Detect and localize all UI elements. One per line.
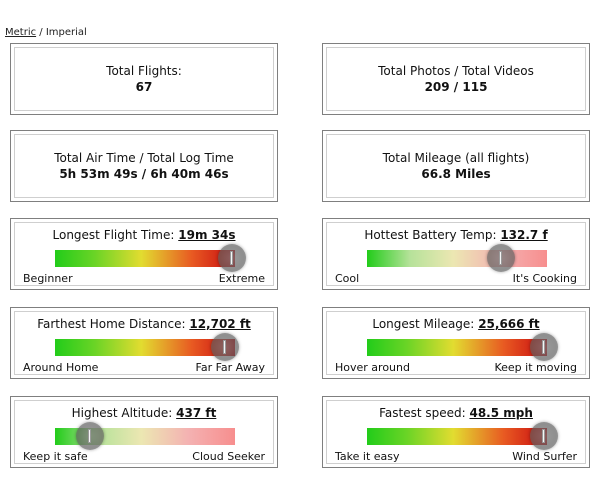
battery-temp-value: 132.7 f (500, 228, 548, 242)
home-distance-low-label: Around Home (23, 361, 99, 374)
longest-flight-high-label: Extreme (218, 272, 265, 285)
imperial-label: Imperial (45, 27, 87, 38)
longest-mileage-slider-handle[interactable] (530, 333, 559, 361)
longest-flight-gauge: Longest Flight Time: 19m 34s Beginner Ex… (10, 218, 278, 290)
air-log-time-label: Total Air Time / Total Log Time (54, 151, 234, 165)
longest-flight-label: Longest Flight Time: (52, 228, 175, 242)
photos-videos-value: 209 / 115 (424, 80, 488, 94)
home-distance-label: Farthest Home Distance: (37, 317, 186, 331)
metric-link[interactable]: Metric (5, 27, 37, 38)
speed-high-label: Wind Surfer (512, 450, 577, 463)
speed-value: 48.5 mph (469, 406, 533, 420)
mileage-label: Total Mileage (all flights) (382, 151, 530, 165)
speed-gauge: Fastest speed: 48.5 mph Take it easy Win… (322, 396, 590, 468)
air-log-time-value: 5h 53m 49s / 6h 40m 46s (59, 167, 229, 181)
altitude-slider-handle[interactable] (76, 422, 104, 450)
photos-videos-label: Total Photos / Total Videos (378, 64, 534, 78)
longest-flight-title: Longest Flight Time: 19m 34s (11, 227, 277, 243)
battery-temp-bar (367, 250, 547, 267)
battery-temp-high-label: It's Cooking (512, 272, 577, 285)
air-log-time-card: Total Air Time / Total Log Time 5h 53m 4… (10, 130, 278, 202)
units-toggle: Metric / Imperial (5, 27, 87, 38)
longest-flight-low-label: Beginner (23, 272, 73, 285)
home-distance-gauge: Farthest Home Distance: 12,702 ft Around… (10, 307, 278, 379)
longest-flight-slider-handle[interactable] (218, 244, 247, 272)
longest-flight-bar (55, 250, 235, 267)
longest-mileage-gauge: Longest Mileage: 25,666 ft Hover around … (322, 307, 590, 379)
home-distance-high-label: Far Far Away (195, 361, 265, 374)
altitude-low-label: Keep it safe (23, 450, 88, 463)
altitude-title: Highest Altitude: 437 ft (11, 405, 277, 421)
units-separator: / (39, 27, 43, 38)
speed-low-label: Take it easy (335, 450, 400, 463)
home-distance-title: Farthest Home Distance: 12,702 ft (11, 316, 277, 332)
battery-temp-label: Hottest Battery Temp: (364, 228, 497, 242)
mileage-value: 66.8 Miles (421, 167, 491, 181)
longest-mileage-bar (367, 339, 547, 356)
home-distance-value: 12,702 ft (189, 317, 251, 331)
home-distance-bar (55, 339, 235, 356)
altitude-value: 437 ft (176, 406, 217, 420)
longest-mileage-high-label: Keep it moving (494, 361, 577, 374)
battery-temp-gauge: Hottest Battery Temp: 132.7 f Cool It's … (322, 218, 590, 290)
battery-temp-low-label: Cool (335, 272, 360, 285)
speed-bar (367, 428, 547, 445)
longest-mileage-low-label: Hover around (335, 361, 410, 374)
total-flights-label: Total Flights: (106, 64, 182, 78)
speed-title: Fastest speed: 48.5 mph (323, 405, 589, 421)
battery-temp-slider-handle[interactable] (487, 244, 515, 272)
battery-temp-title: Hottest Battery Temp: 132.7 f (323, 227, 589, 243)
altitude-label: Highest Altitude: (71, 406, 173, 420)
speed-label: Fastest speed: (379, 406, 466, 420)
mileage-card: Total Mileage (all flights) 66.8 Miles (322, 130, 590, 202)
speed-slider-handle[interactable] (530, 422, 559, 450)
total-flights-value: 67 (135, 80, 153, 94)
longest-mileage-label: Longest Mileage: (372, 317, 475, 331)
altitude-gauge: Highest Altitude: 437 ft Keep it safe Cl… (10, 396, 278, 468)
longest-mileage-value: 25,666 ft (478, 317, 540, 331)
photos-videos-card: Total Photos / Total Videos 209 / 115 (322, 43, 590, 115)
home-distance-slider-handle[interactable] (211, 333, 239, 361)
longest-mileage-title: Longest Mileage: 25,666 ft (323, 316, 589, 332)
total-flights-card: Total Flights: 67 (10, 43, 278, 115)
altitude-high-label: Cloud Seeker (192, 450, 265, 463)
longest-flight-value: 19m 34s (178, 228, 236, 242)
